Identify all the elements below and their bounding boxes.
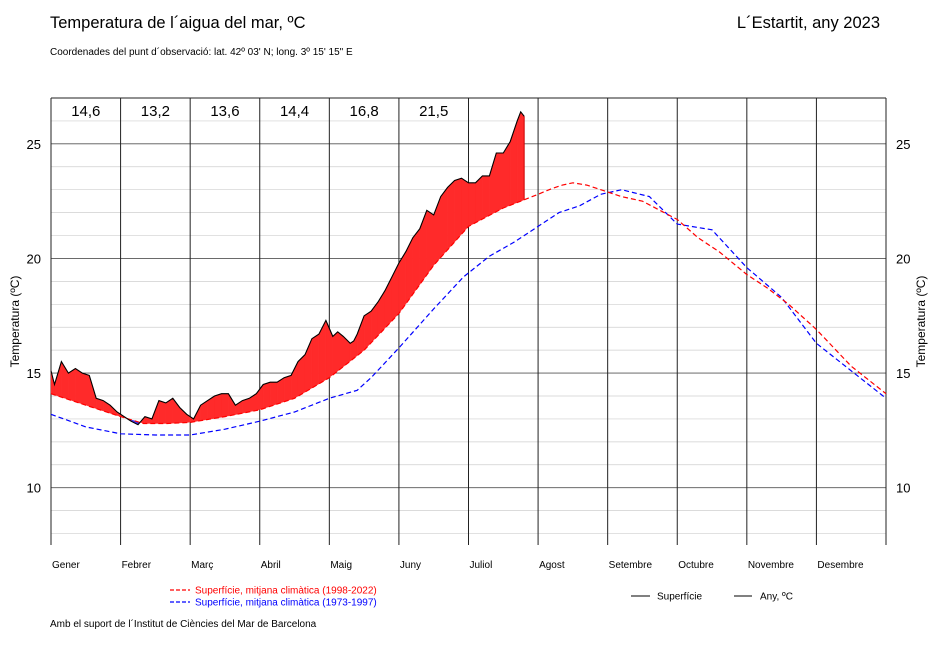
above-mean-area [496, 152, 504, 213]
month-label: Octubre [678, 560, 714, 571]
monthly-mean-value: 14,4 [280, 103, 309, 120]
y-tick-label-right: 20 [896, 251, 910, 266]
above-mean-area [290, 361, 299, 400]
above-mean-area [75, 368, 83, 405]
month-label: Abril [261, 560, 281, 571]
monthly-mean-value: 16,8 [350, 103, 379, 120]
month-label: Maig [330, 560, 352, 571]
month-label: Novembre [748, 560, 795, 571]
month-label: Setembre [609, 560, 653, 571]
grid [50, 98, 887, 545]
above-mean-area [489, 152, 497, 216]
above-mean-area [357, 315, 365, 357]
above-mean-area [337, 331, 344, 372]
above-mean-area [475, 175, 483, 224]
above-mean-area [263, 381, 271, 409]
y-tick-label-right: 10 [896, 481, 910, 496]
anomaly-fill [50, 111, 525, 426]
y-tick-label-right: 25 [896, 137, 910, 152]
month-label: Juliol [470, 560, 493, 571]
above-mean-area [82, 372, 90, 407]
above-mean-area [179, 407, 187, 424]
above-mean-area [405, 237, 413, 305]
legend-label: Any, ºC [760, 592, 793, 603]
above-mean-area [228, 392, 236, 417]
y-tick-label-left: 10 [27, 481, 41, 496]
chart-subtitle: Coordenades del punt d´observació: lat. … [50, 47, 353, 58]
axis-labels: 10 10 15 15 20 20 25 25 Temperatura (ºC) Temperat… [8, 103, 928, 571]
y-axis-title-right: Temperatura (ºC) [914, 276, 928, 368]
monthly-mean-value: 13,2 [141, 103, 170, 120]
legend-label: Superfície, mitjana climàtica (1973-1997… [195, 598, 377, 609]
monthly-mean-value: 21,5 [419, 103, 448, 120]
above-mean-area [391, 262, 400, 322]
above-mean-area [283, 375, 292, 402]
above-mean-area [412, 228, 420, 295]
above-mean-area [468, 182, 476, 227]
above-mean-area [461, 177, 469, 235]
month-label: Març [191, 560, 213, 571]
above-mean-area [318, 320, 327, 385]
above-mean-area [221, 393, 229, 418]
above-mean-area [311, 333, 320, 389]
month-label: Gener [52, 560, 80, 571]
above-mean-area [158, 400, 167, 424]
monthly-mean-value: 14,6 [71, 103, 100, 120]
month-label: Juny [400, 560, 421, 571]
series-lines [50, 110, 887, 436]
y-axis-title-left: Temperatura (ºC) [8, 276, 22, 368]
month-label: Desembre [817, 560, 864, 571]
footer-credit: Amb el suport de l´Institut de Ciències … [50, 619, 317, 630]
month-label: Agost [539, 560, 565, 571]
y-tick-label-left: 25 [27, 137, 41, 152]
above-mean-area [332, 331, 338, 376]
above-mean-area [454, 177, 462, 243]
series-line-observed [50, 110, 525, 426]
above-mean-area [200, 400, 208, 421]
series-line-1973-1997 [50, 189, 887, 436]
above-mean-area [482, 175, 490, 220]
location-year: L´Estartit, any 2023 [736, 14, 880, 32]
above-mean-area [426, 209, 434, 276]
above-mean-area [68, 368, 76, 402]
above-mean-area [440, 186, 448, 259]
month-label: Febrer [122, 560, 152, 571]
legend: Superfície, mitjana climàtica (1998-2022… [170, 586, 793, 609]
legend-label: Superfície [657, 592, 702, 603]
y-tick-label-right: 15 [896, 366, 910, 381]
y-tick-label-left: 15 [27, 366, 41, 381]
above-mean-area [270, 382, 278, 407]
above-mean-area [447, 180, 455, 251]
above-mean-area [419, 210, 427, 286]
chart-title: Temperatura de l´aigua del mar, ºC [50, 14, 306, 32]
y-tick-label-left: 20 [27, 251, 41, 266]
monthly-mean-value: 13,6 [210, 103, 239, 120]
above-mean-area [517, 111, 521, 203]
above-mean-area [510, 120, 518, 206]
legend-label: Superfície, mitjana climàtica (1998-2022… [195, 586, 377, 597]
above-mean-area [214, 393, 222, 419]
